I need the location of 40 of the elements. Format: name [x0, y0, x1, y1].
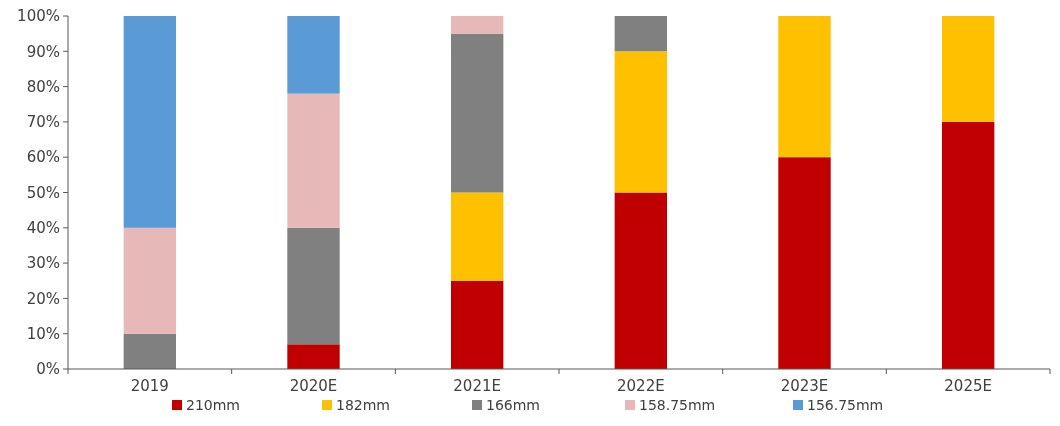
x-tick-label: 2023E — [780, 377, 829, 395]
x-tick-label: 2019 — [130, 377, 169, 395]
bar — [287, 227, 340, 345]
legend-label: 156.75mm — [807, 397, 884, 413]
bar — [287, 344, 340, 369]
x-tick-label: 2021E — [453, 377, 501, 395]
y-tick-label: 80% — [26, 77, 60, 96]
bar — [287, 16, 340, 94]
x-tick-label: 2025E — [944, 377, 992, 395]
legend-label: 158.75mm — [639, 397, 716, 413]
bar — [614, 51, 668, 193]
bar — [123, 227, 177, 334]
bar — [123, 333, 177, 369]
y-tick-label: 50% — [26, 183, 60, 202]
bar — [614, 192, 668, 369]
y-tick-label: 70% — [26, 113, 60, 132]
bar — [450, 280, 504, 369]
bar — [778, 16, 831, 158]
bar — [123, 16, 177, 228]
legend-label: 166mm — [486, 397, 540, 413]
bar — [614, 16, 668, 52]
bar — [941, 121, 995, 369]
bar — [450, 16, 504, 34]
x-tick-label: 2022E — [617, 377, 665, 395]
y-tick-label: 0% — [36, 360, 60, 379]
y-tick-label: 10% — [26, 324, 60, 343]
y-tick-label: 60% — [26, 148, 60, 167]
bar — [941, 16, 995, 122]
y-tick-label: 100% — [17, 7, 60, 26]
bar — [778, 157, 831, 369]
y-tick-label: 40% — [26, 219, 60, 238]
bar — [450, 33, 504, 193]
bar — [450, 192, 504, 281]
legend-label: 210mm — [186, 397, 240, 413]
y-tick-label: 20% — [26, 289, 60, 308]
y-tick-label: 30% — [26, 254, 60, 273]
legend-label: 182mm — [336, 397, 390, 413]
x-tick-label: 2020E — [289, 377, 338, 395]
bar — [287, 93, 340, 228]
y-tick-label: 90% — [26, 42, 60, 61]
